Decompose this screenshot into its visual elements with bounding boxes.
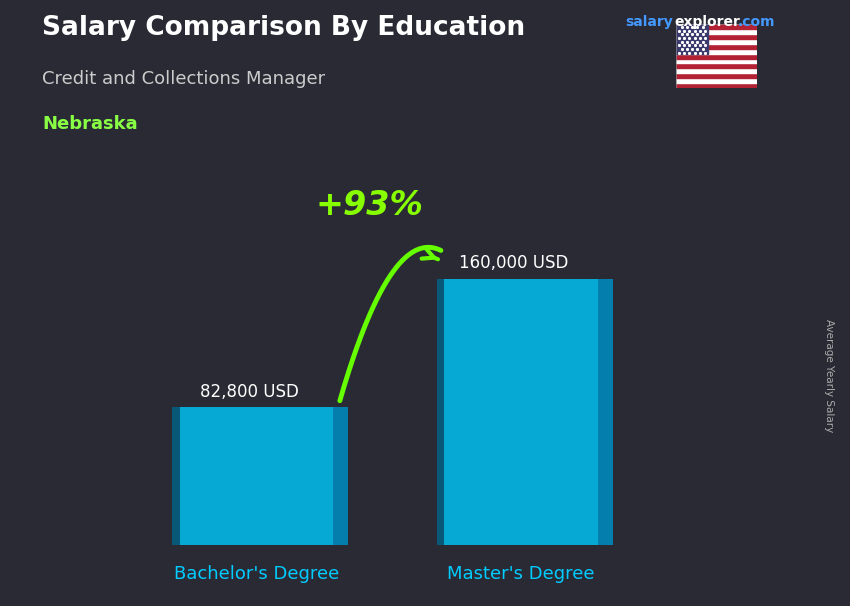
Text: .com: .com: [738, 15, 775, 29]
Text: Salary Comparison By Education: Salary Comparison By Education: [42, 15, 525, 41]
Bar: [172, 407, 179, 545]
Text: Credit and Collections Manager: Credit and Collections Manager: [42, 70, 326, 88]
Text: Nebraska: Nebraska: [42, 115, 138, 133]
Bar: [676, 53, 756, 59]
Bar: [676, 73, 756, 78]
Bar: [676, 59, 756, 64]
Text: Average Yearly Salary: Average Yearly Salary: [824, 319, 834, 432]
Bar: [445, 279, 598, 545]
Text: explorer: explorer: [674, 15, 740, 29]
Bar: [676, 78, 756, 83]
Bar: [437, 279, 445, 545]
Bar: [676, 24, 708, 53]
Text: salary: salary: [625, 15, 672, 29]
Text: 82,800 USD: 82,800 USD: [200, 383, 298, 401]
Bar: [676, 24, 756, 29]
Bar: [676, 44, 756, 48]
Bar: [676, 29, 756, 34]
Bar: [676, 83, 756, 88]
Bar: [676, 39, 756, 44]
Bar: [676, 34, 756, 39]
Bar: [676, 68, 756, 73]
Bar: [179, 407, 333, 545]
Bar: [598, 279, 613, 545]
Text: +93%: +93%: [315, 189, 423, 222]
Text: 160,000 USD: 160,000 USD: [459, 254, 569, 272]
Text: Bachelor's Degree: Bachelor's Degree: [173, 565, 339, 584]
Bar: [676, 48, 756, 53]
Text: Master's Degree: Master's Degree: [447, 565, 595, 584]
Bar: [333, 407, 348, 545]
Bar: [676, 64, 756, 68]
